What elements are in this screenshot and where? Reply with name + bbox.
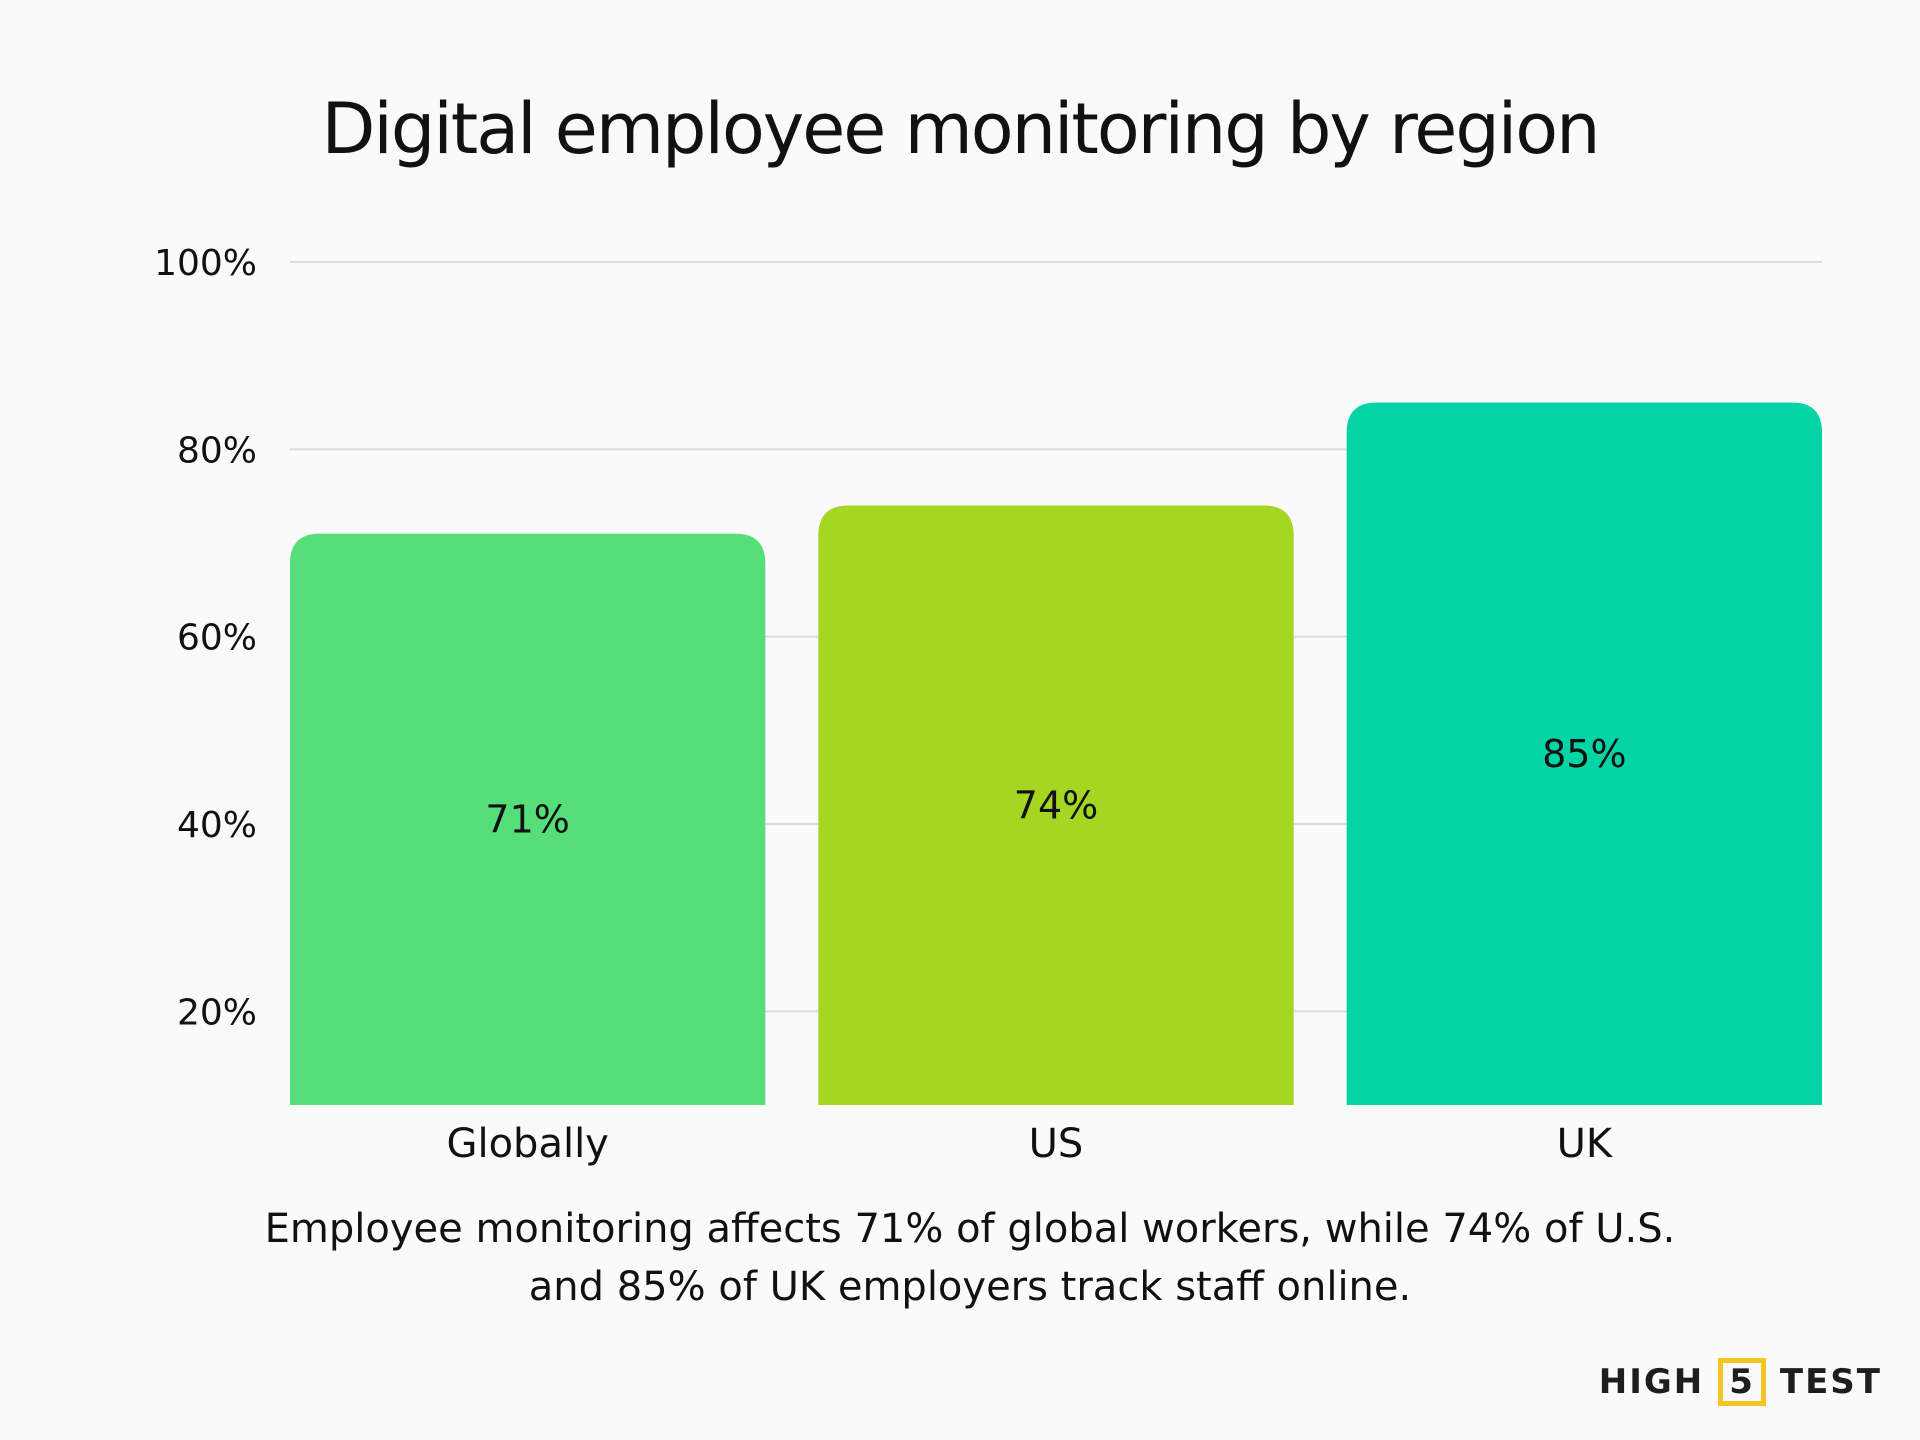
x-tick-label: US — [1029, 1121, 1084, 1167]
y-tick-label: 80% — [177, 430, 257, 471]
caption-line-1: Employee monitoring affects 71% of globa… — [264, 1206, 1676, 1252]
y-tick-label: 40% — [177, 805, 257, 846]
data-label: 71% — [485, 797, 569, 841]
chart-title: Digital employee monitoring by region — [321, 88, 1601, 170]
x-tick-label: Globally — [446, 1121, 608, 1167]
y-tick-label: 20% — [177, 992, 257, 1033]
logo-text-high: HIGH — [1598, 1362, 1705, 1402]
logo-text-5: 5 — [1718, 1358, 1766, 1406]
high5test-logo: HIGH 5 TEST — [1599, 1358, 1882, 1406]
bar-uk — [1346, 402, 1822, 1105]
data-label: 85% — [1542, 732, 1626, 776]
chart-caption: Employee monitoring affects 71% of globa… — [0, 1200, 1920, 1316]
bar-us — [818, 505, 1294, 1105]
x-tick-label: UK — [1557, 1121, 1614, 1167]
y-tick-label: 60% — [177, 618, 257, 659]
data-label: 74% — [1014, 783, 1098, 827]
logo-text-test: TEST — [1779, 1362, 1882, 1402]
y-tick-label: 100% — [154, 243, 257, 284]
bar-globally — [290, 533, 766, 1105]
caption-line-2: and 85% of UK employers track staff onli… — [528, 1264, 1412, 1310]
